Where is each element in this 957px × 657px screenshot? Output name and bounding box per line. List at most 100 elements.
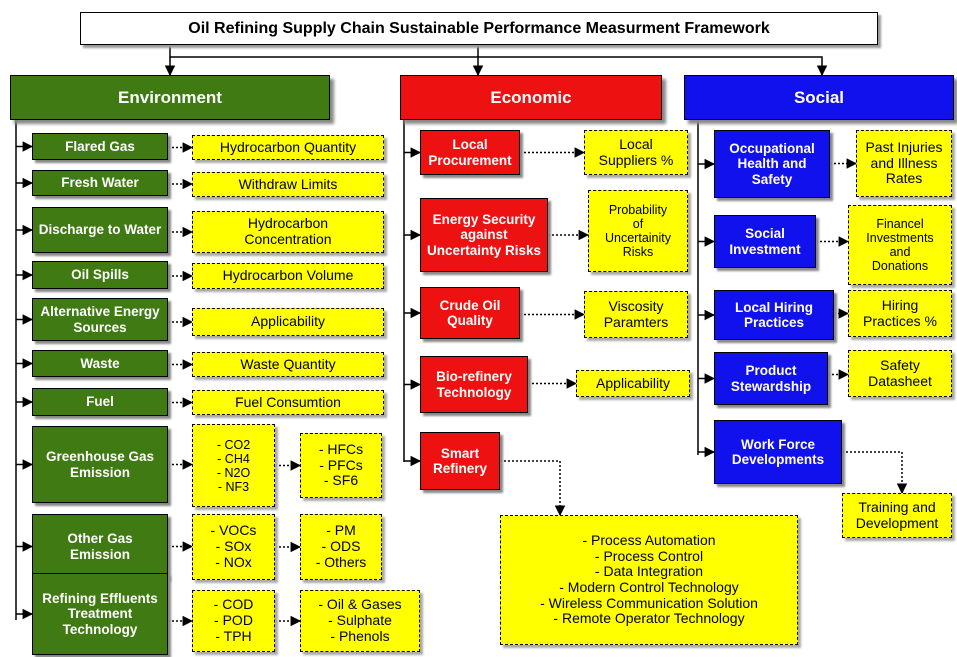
indicator-box: Hydrocarbon Volume [192,263,384,289]
indicator-box: Local Suppliers % [584,130,688,175]
indicator-text: - Others [315,553,367,570]
indicator-text: - POD [214,612,253,629]
connector [500,460,566,517]
indicator-text: - COD [213,596,254,613]
criterion-box: Occupational Health and Safety [714,130,830,198]
indicator-text: and [889,245,911,259]
indicator-box: Probability of Uncertainity Risks [588,190,688,272]
indicator-box: Past Injuries and Illness Rates [856,130,952,197]
indicator-text: - Modern Control Technology [559,579,739,595]
indicator-box: - PM - ODS - Others [300,514,382,580]
indicator-text: Development [855,514,939,531]
indicator-text: Applicability [251,313,325,330]
indicator-box: Waste Quantity [192,352,384,377]
indicator-text: Paramters [603,313,669,330]
indicator-box: Applicability [192,308,384,336]
indicator-text: Training and [858,498,936,515]
indicator-box: Hydrocarbon Quantity [192,135,384,160]
indicator-text: Viscosity [608,297,664,314]
indicator-box: Financel Investments and Donations [848,205,952,285]
column-heading: Social [684,75,954,120]
indicator-text: - NF3 [217,479,250,494]
indicator-box: Fuel Consumtion [192,390,384,415]
indicator-box: - COD - POD - TPH [192,590,275,652]
indicator-box: Viscosity Paramters [584,291,688,338]
indicator-text: Applicability [596,374,670,391]
criterion-box: Local Procurement [420,130,520,175]
indicator-text: - Data Integration [594,563,704,580]
indicator-text: and Illness [870,154,938,171]
indicator-box: Withdraw Limits [192,172,384,197]
indicator-text: Risks [622,245,654,259]
indicator-text: Hydrocarbon Volume [222,267,354,284]
criterion-box: Flared Gas [32,133,168,160]
indicator-box: - Process Automation - Process Control - D… [500,515,798,645]
indicator-text: - Process Automation [582,531,716,548]
indicator-text: - SF6 [323,472,359,489]
indicator-text: - NOx [215,553,252,570]
criterion-box: Refining Effluents Treatment Technology [32,573,168,655]
indicator-text: - SOx [215,538,252,555]
indicator-text: Datasheet [868,372,932,389]
indicator-text: - TPH [215,627,252,644]
indicator-text: - Sulphate [328,612,392,629]
criterion-box: Other Gas Emission [32,514,168,579]
indicator-text: Donations [871,259,929,273]
column-heading: Economic [400,75,662,120]
indicator-text: Hiring [881,296,919,313]
indicator-text: - PM [326,522,356,539]
indicator-text: - Process Control [594,547,704,564]
indicator-text: - Remote Operator Technology [553,610,745,627]
indicator-box: - CO2- CH4- N2O - NF3 [192,424,275,507]
criterion-box: Local Hiring Practices [714,290,834,340]
indicator-text: Hydrocarbon Quantity [219,138,357,155]
indicator-box: Safety Datasheet [848,350,952,397]
indicator-box: - HFCs - PFCs - SF6 [300,433,382,498]
criterion-box: Waste [32,350,168,377]
indicator-text: - Phenols [330,627,390,644]
criterion-box: Work Force Developments [714,420,842,484]
column-heading: Environment [10,75,330,120]
indicator-text: - VOCs [210,522,257,539]
indicator-text: Probability [608,203,668,217]
indicator-text: Local [619,135,653,152]
indicator-text: Rates [885,170,923,187]
indicator-text: Investments [866,231,934,245]
criterion-box: Smart Refinery [420,432,500,490]
indicator-text: - HFCs [318,440,364,457]
criterion-box: Alternative Energy Sources [32,298,168,341]
indicator-text: - Wireless Communication Solution [540,594,758,611]
indicator-text: - N2O [216,465,251,480]
indicator-text: Suppliers % [598,151,674,168]
criterion-box: Social Investment [714,215,816,268]
indicator-text: Past Injuries [865,138,943,155]
criterion-box: Bio-refinery Technology [420,356,528,413]
criterion-box: Fresh Water [32,170,168,196]
indicator-text: Uncertainity [605,231,671,245]
indicator-text: - PFCs [319,456,363,473]
connector [842,451,908,495]
diagram-title: Oil Refining Supply Chain Sustainable Pe… [80,12,878,45]
criterion-box: Greenhouse Gas Emission [32,426,168,503]
indicator-box: Training and Development [842,493,952,538]
indicator-text: Waste Quantity [240,355,336,372]
criterion-box: Oil Spills [32,261,168,289]
indicator-text: Financel [876,217,924,231]
criterion-box: Discharge to Water [32,207,168,253]
indicator-box: Hydrocarbon Concentration [192,211,384,253]
indicator-text: Practices % [863,312,937,329]
criterion-box: Energy Security against Uncertainty Risk… [420,198,548,272]
indicator-text: - CO2 [216,437,251,452]
indicator-text: - ODS [321,538,361,555]
connector [169,45,828,77]
indicator-text: Safety [880,356,920,373]
indicator-text: - CH4 [217,451,250,466]
indicator-text: Hydrocarbon [247,215,329,232]
indicator-text: Fuel Consumtion [235,393,341,410]
indicator-box: - VOCs - SOx - NOx [192,514,275,580]
indicator-text: Concentration [244,231,332,247]
indicator-box: Hiring Practices % [848,290,952,337]
indicator-text: Withdraw Limits [238,175,338,192]
